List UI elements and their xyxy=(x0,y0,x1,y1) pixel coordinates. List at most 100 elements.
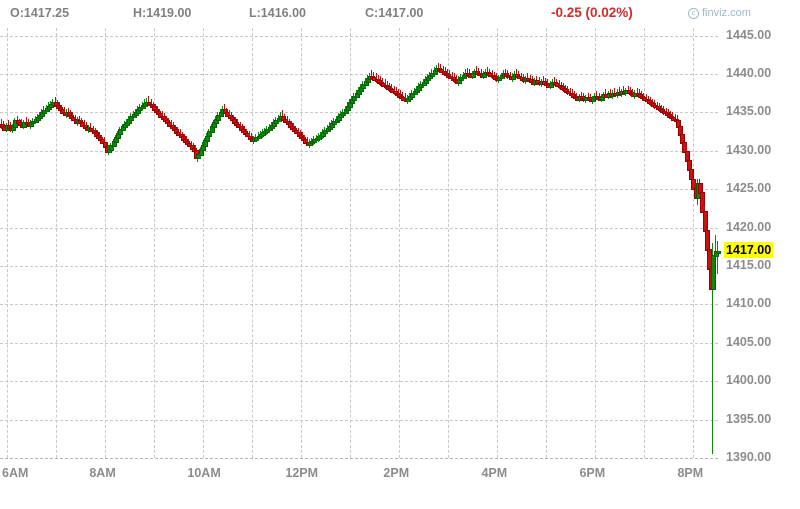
candle-wick xyxy=(304,134,305,144)
candle-wick xyxy=(559,80,560,89)
candle-wick xyxy=(663,106,664,115)
candle-wick xyxy=(623,86,624,95)
candle-wick xyxy=(481,69,482,78)
candle-wick xyxy=(456,74,457,85)
y-axis-label: 1415.00 xyxy=(726,258,772,273)
x-axis-label: 6AM xyxy=(2,466,29,480)
x-axis-line xyxy=(0,458,718,459)
candle-wick xyxy=(492,70,493,79)
candle-wick xyxy=(572,89,573,98)
gridline-horizontal xyxy=(0,342,718,344)
y-axis-label: 1400.00 xyxy=(726,373,772,388)
candle-wick xyxy=(231,112,232,121)
candle-wick xyxy=(556,78,557,88)
candle-wick xyxy=(532,76,533,85)
candle-wick xyxy=(527,73,528,82)
candle-wick xyxy=(643,92,644,101)
candle-wick xyxy=(494,71,495,81)
candle-wick xyxy=(157,106,158,115)
candle-wick xyxy=(536,75,537,85)
candle-wick xyxy=(717,241,718,274)
candle-wick xyxy=(188,138,189,147)
candle-wick xyxy=(226,107,227,117)
candle-wick xyxy=(101,134,102,144)
candle-wick xyxy=(380,76,381,86)
candle-wick xyxy=(581,91,582,101)
candle-wick xyxy=(378,74,379,85)
y-axis-label: 1395.00 xyxy=(726,411,772,426)
candle-wick xyxy=(619,87,620,96)
x-axis-label: 6PM xyxy=(579,466,606,480)
candle-wick xyxy=(180,129,181,138)
candle-wick xyxy=(291,120,292,130)
x-axis-label: 2PM xyxy=(383,466,410,480)
candle-wick xyxy=(84,120,85,129)
candle-wick xyxy=(168,117,169,127)
candle-wick xyxy=(476,66,477,75)
candle-wick xyxy=(17,115,18,124)
candle-wick xyxy=(545,77,546,87)
candle-wick xyxy=(86,122,87,131)
candle-wick xyxy=(588,92,589,101)
gridline-vertical xyxy=(448,28,450,458)
candle-wick xyxy=(184,133,185,143)
candle-wick xyxy=(467,67,468,77)
candle-wick xyxy=(712,243,713,455)
candle-wick xyxy=(307,137,308,146)
candle-wick xyxy=(648,95,649,104)
candle-wick xyxy=(507,70,508,79)
gridline-horizontal xyxy=(0,112,718,114)
x-axis-label: 4PM xyxy=(481,466,508,480)
candle-wick xyxy=(659,103,660,112)
candle-wick xyxy=(97,130,98,139)
candle-wick xyxy=(282,110,283,120)
candle-wick xyxy=(229,110,230,119)
candle-wick xyxy=(171,120,172,129)
gridline-vertical xyxy=(693,28,695,458)
candle-wick xyxy=(478,67,479,77)
candle-wick xyxy=(385,79,386,89)
gridline-horizontal xyxy=(0,266,718,268)
candle-wick xyxy=(632,88,633,98)
candle-wick xyxy=(405,93,406,103)
close-value: C:1417.00 xyxy=(365,6,424,20)
price-change-value: -0.25 (0.02%) xyxy=(551,5,633,20)
candle-wick xyxy=(675,114,676,123)
candle-wick xyxy=(173,122,174,131)
high-value: H:1419.00 xyxy=(133,6,192,20)
candle-wick xyxy=(518,71,519,80)
candle-wick xyxy=(565,84,566,94)
candle-wick xyxy=(155,104,156,113)
x-axis-label: 10AM xyxy=(187,466,221,480)
price-plot-area xyxy=(0,28,721,459)
candle-wick xyxy=(539,77,540,86)
candle-wick xyxy=(289,118,290,128)
y-axis-label: 1405.00 xyxy=(726,334,772,349)
candle-wick xyxy=(630,87,631,96)
candle-wick xyxy=(295,125,296,134)
x-axis-label: 12PM xyxy=(285,466,319,480)
candle-wick xyxy=(191,140,192,150)
candle-wick xyxy=(235,117,236,126)
candle-wick xyxy=(244,126,245,135)
candle-wick xyxy=(666,107,667,117)
candle-wick xyxy=(57,100,58,109)
current-price-label: 1417.00 xyxy=(724,241,774,258)
candle-wick xyxy=(90,123,91,132)
gridline-vertical xyxy=(7,28,9,458)
gridline-vertical xyxy=(154,28,156,458)
gridline-vertical xyxy=(399,28,401,458)
candle-wick xyxy=(8,120,9,128)
candle-body xyxy=(716,250,721,254)
candle-wick xyxy=(654,100,655,109)
candle-wick xyxy=(402,91,403,101)
candle-wick xyxy=(469,69,470,78)
candle-wick xyxy=(454,73,455,83)
gridline-horizontal xyxy=(0,150,718,152)
candle-wick xyxy=(387,80,388,91)
candle-wick xyxy=(79,115,80,124)
low-value: L:1416.00 xyxy=(249,6,306,20)
candle-wick xyxy=(570,87,571,97)
candle-wick xyxy=(523,74,524,83)
